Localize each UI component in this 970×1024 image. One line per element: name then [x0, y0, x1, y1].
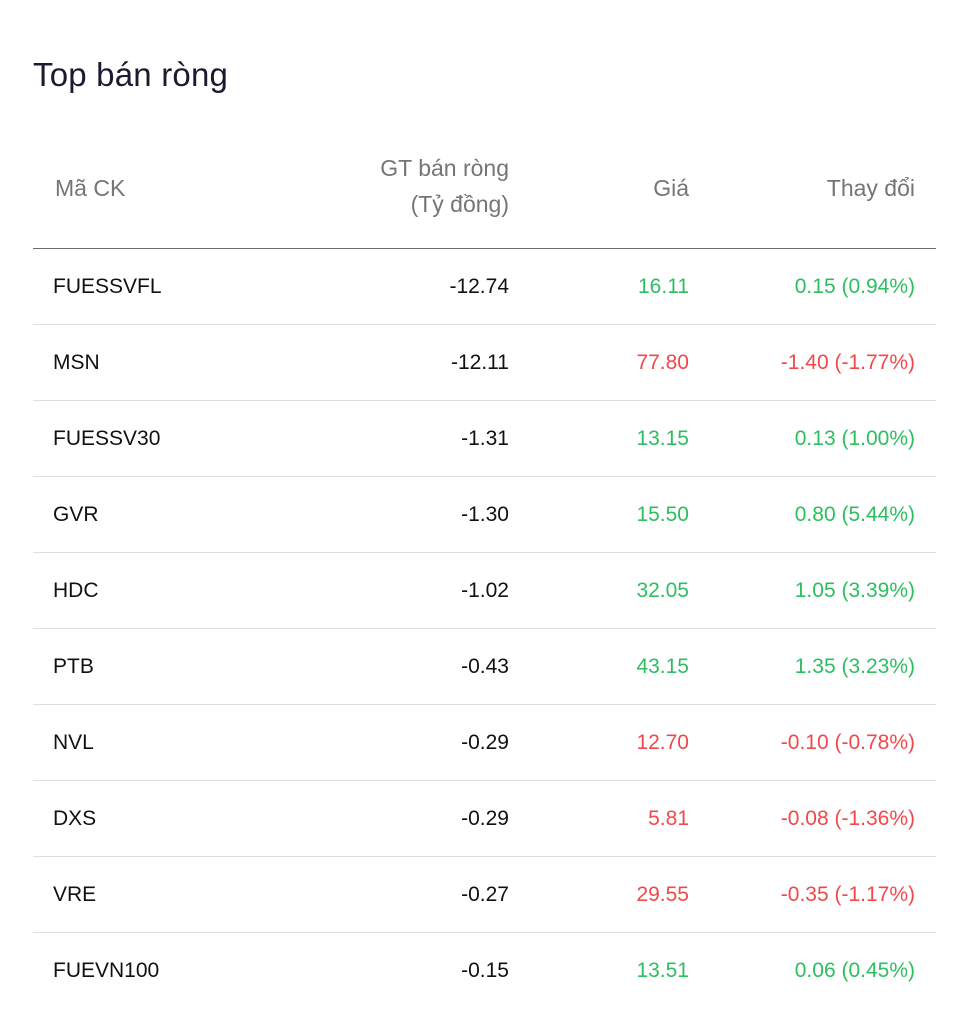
table-row[interactable]: GVR -1.30 15.50 0.80 (5.44%) [33, 477, 936, 553]
net-value: -0.29 [461, 807, 509, 830]
stock-code[interactable]: DXS [53, 807, 97, 830]
column-header-net-value-line2: (Tỷ đồng) [410, 191, 509, 217]
table-row[interactable]: PTB -0.43 43.15 1.35 (3.23%) [33, 629, 936, 705]
net-value: -1.30 [461, 503, 509, 526]
column-header-price: Giá [653, 175, 689, 201]
net-value: -12.11 [451, 351, 509, 374]
column-header-net-value: GT bán ròng (Tỷ đồng) [309, 150, 509, 222]
stock-code[interactable]: GVR [53, 503, 99, 526]
price: 16.11 [638, 275, 689, 298]
table-row[interactable]: NVL -0.29 12.70 -0.10 (-0.78%) [33, 705, 936, 781]
column-header-net-value-line1: GT bán ròng [380, 155, 509, 181]
change: 0.80 (5.44%) [794, 503, 915, 526]
net-value: -1.02 [461, 579, 509, 602]
table-row[interactable]: HDC -1.02 32.05 1.05 (3.39%) [33, 553, 936, 629]
table-row[interactable]: FUESSVFL -12.74 16.11 0.15 (0.94%) [33, 249, 936, 325]
change: -0.10 (-0.78%) [780, 731, 915, 754]
change: 1.35 (3.23%) [794, 655, 915, 678]
price: 13.15 [636, 427, 689, 450]
stock-code[interactable]: HDC [53, 579, 99, 602]
price: 12.70 [636, 731, 689, 754]
table-row[interactable]: DXS -0.29 5.81 -0.08 (-1.36%) [33, 781, 936, 857]
change: 1.05 (3.39%) [794, 579, 915, 602]
net-sell-table: Mã CK GT bán ròng (Tỷ đồng) Giá Thay đổi… [33, 148, 936, 1008]
stock-code[interactable]: VRE [53, 883, 97, 906]
change: -0.08 (-1.36%) [780, 807, 915, 830]
stock-code[interactable]: FUESSVFL [53, 275, 162, 298]
price: 77.80 [636, 351, 689, 374]
change: 0.13 (1.00%) [794, 427, 915, 450]
table-row[interactable]: VRE -0.27 29.55 -0.35 (-1.17%) [33, 857, 936, 933]
table-row[interactable]: FUESSV30 -1.31 13.15 0.13 (1.00%) [33, 401, 936, 477]
price: 13.51 [636, 959, 689, 982]
price: 43.15 [636, 655, 689, 678]
net-value: -12.74 [449, 275, 509, 298]
change: -0.35 (-1.17%) [780, 883, 915, 906]
table-body: FUESSVFL -12.74 16.11 0.15 (0.94%) MSN -… [33, 249, 936, 1008]
stock-code[interactable]: FUEVN100 [53, 959, 160, 982]
net-value: -0.43 [461, 655, 509, 678]
price: 32.05 [636, 579, 689, 602]
column-header-change: Thay đổi [826, 175, 915, 201]
change: 0.15 (0.94%) [794, 275, 915, 298]
net-value: -1.31 [461, 427, 509, 450]
stock-code[interactable]: MSN [53, 351, 100, 374]
stock-code[interactable]: FUESSV30 [53, 427, 161, 450]
price: 15.50 [636, 503, 689, 526]
column-header-code: Mã CK [55, 175, 126, 201]
net-value: -0.27 [461, 883, 509, 906]
page-title: Top bán ròng [33, 56, 229, 93]
stock-code[interactable]: PTB [53, 655, 94, 678]
net-value: -0.29 [461, 731, 509, 754]
net-value: -0.15 [461, 959, 509, 982]
stock-code[interactable]: NVL [53, 731, 94, 754]
table-header: Mã CK GT bán ròng (Tỷ đồng) Giá Thay đổi [33, 148, 936, 249]
change: 0.06 (0.45%) [794, 959, 915, 982]
table-row[interactable]: MSN -12.11 77.80 -1.40 (-1.77%) [33, 325, 936, 401]
change: -1.40 (-1.77%) [780, 351, 915, 374]
table-row[interactable]: FUEVN100 -0.15 13.51 0.06 (0.45%) [33, 933, 936, 1008]
price: 29.55 [636, 883, 689, 906]
price: 5.81 [648, 807, 689, 830]
